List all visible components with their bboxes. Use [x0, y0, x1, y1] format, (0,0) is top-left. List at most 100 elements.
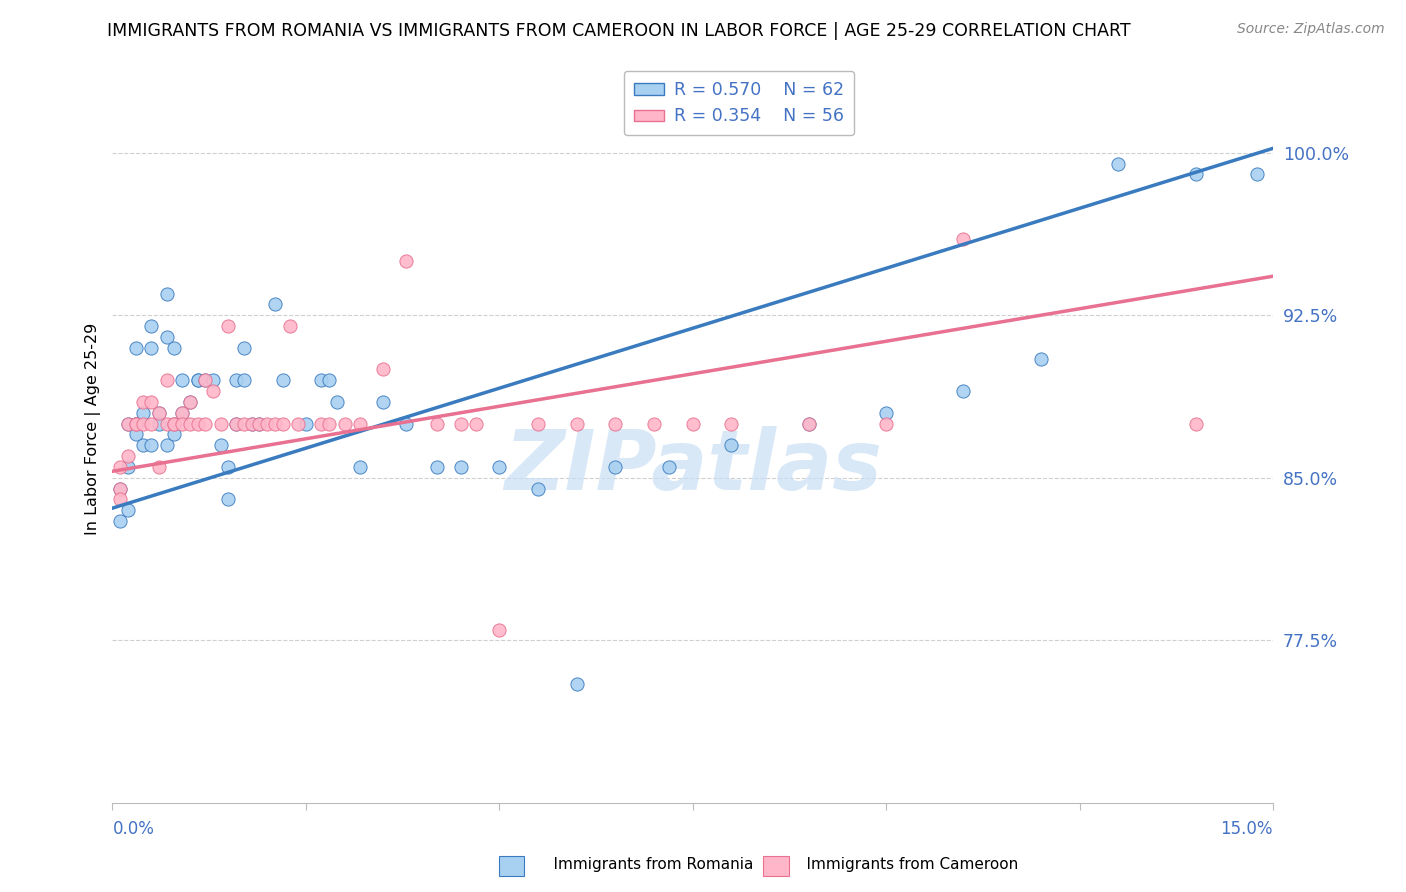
Point	[233, 373, 256, 387]
Point	[280, 319, 302, 334]
Point	[186, 373, 208, 387]
Text: Source: ZipAtlas.com: Source: ZipAtlas.com	[1237, 22, 1385, 37]
Point	[179, 395, 201, 409]
Point	[132, 438, 155, 452]
Point	[163, 427, 186, 442]
Point	[139, 395, 162, 409]
Point	[163, 417, 186, 431]
Point	[170, 373, 193, 387]
Point	[240, 417, 263, 431]
Text: 0.0%: 0.0%	[112, 821, 155, 838]
Point	[797, 417, 820, 431]
Point	[875, 406, 897, 420]
Point	[395, 417, 418, 431]
Point	[117, 503, 139, 517]
Point	[311, 373, 333, 387]
Point	[217, 460, 239, 475]
Point	[1029, 351, 1052, 366]
Point	[225, 417, 247, 431]
Point	[605, 460, 627, 475]
Point	[326, 395, 349, 409]
Point	[797, 417, 820, 431]
Point	[132, 395, 155, 409]
Point	[318, 417, 340, 431]
Point	[643, 417, 665, 431]
Y-axis label: In Labor Force | Age 25-29: In Labor Force | Age 25-29	[86, 323, 101, 535]
Point	[333, 417, 356, 431]
Point	[605, 417, 627, 431]
Point	[465, 417, 488, 431]
Point	[155, 438, 177, 452]
Point	[124, 417, 146, 431]
Point	[295, 417, 318, 431]
Point	[1184, 417, 1206, 431]
Point	[233, 417, 256, 431]
Point	[682, 417, 704, 431]
Point	[426, 460, 449, 475]
Point	[373, 395, 395, 409]
Point	[124, 341, 146, 355]
Point	[170, 406, 193, 420]
Point	[108, 460, 131, 475]
Point	[117, 417, 139, 431]
Point	[209, 417, 232, 431]
Point	[249, 417, 271, 431]
Point	[488, 623, 510, 637]
Point	[132, 406, 155, 420]
Point	[450, 417, 472, 431]
FancyBboxPatch shape	[499, 856, 524, 876]
Point	[426, 417, 449, 431]
Point	[179, 395, 201, 409]
Point	[720, 438, 742, 452]
Point	[233, 341, 256, 355]
Point	[194, 373, 217, 387]
Text: ZIPatlas: ZIPatlas	[503, 425, 882, 507]
Point	[117, 417, 139, 431]
FancyBboxPatch shape	[763, 856, 789, 876]
Point	[163, 417, 186, 431]
Point	[163, 417, 186, 431]
Point	[194, 373, 217, 387]
Point	[287, 417, 309, 431]
Point	[875, 417, 897, 431]
Point	[249, 417, 271, 431]
Point	[450, 460, 472, 475]
Point	[256, 417, 278, 431]
Point	[108, 492, 131, 507]
Point	[318, 373, 340, 387]
Point	[720, 417, 742, 431]
Point	[217, 492, 239, 507]
Point	[201, 373, 224, 387]
Point	[264, 417, 287, 431]
Point	[240, 417, 263, 431]
Point	[271, 417, 294, 431]
Point	[658, 460, 681, 475]
Point	[1184, 167, 1206, 181]
Text: IMMIGRANTS FROM ROMANIA VS IMMIGRANTS FROM CAMEROON IN LABOR FORCE | AGE 25-29 C: IMMIGRANTS FROM ROMANIA VS IMMIGRANTS FR…	[107, 22, 1130, 40]
Point	[1107, 156, 1129, 170]
Point	[139, 319, 162, 334]
Point	[565, 677, 588, 691]
Text: 15.0%: 15.0%	[1220, 821, 1272, 838]
Point	[209, 438, 232, 452]
Point	[117, 460, 139, 475]
Point	[108, 514, 131, 528]
Point	[139, 341, 162, 355]
Point	[155, 373, 177, 387]
Point	[124, 427, 146, 442]
Point	[186, 373, 208, 387]
Point	[108, 482, 131, 496]
Point	[155, 330, 177, 344]
Point	[148, 460, 170, 475]
Text: Immigrants from Cameroon: Immigrants from Cameroon	[787, 857, 1018, 872]
Point	[225, 417, 247, 431]
Point	[194, 417, 217, 431]
Point	[124, 417, 146, 431]
Point	[148, 406, 170, 420]
Point	[170, 417, 193, 431]
Point	[225, 373, 247, 387]
Point	[373, 362, 395, 376]
Point	[217, 319, 239, 334]
Point	[264, 297, 287, 311]
Point	[395, 254, 418, 268]
